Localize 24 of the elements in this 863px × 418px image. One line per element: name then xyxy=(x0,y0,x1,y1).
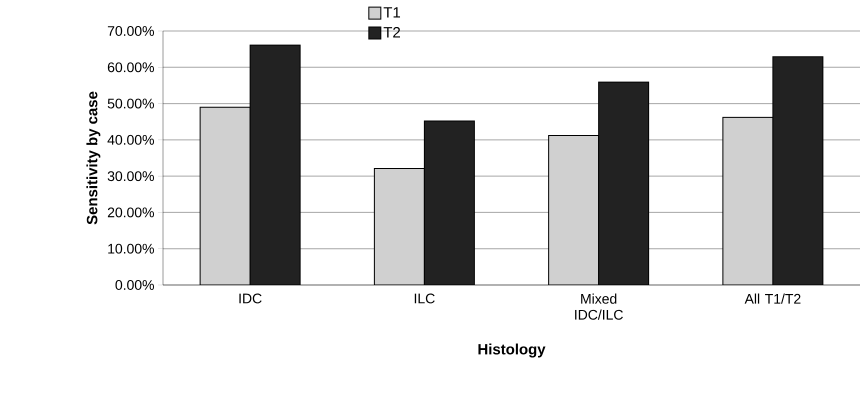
bar xyxy=(598,82,650,285)
bar xyxy=(424,120,475,285)
legend-label: T2 xyxy=(384,27,400,38)
bar xyxy=(548,135,600,285)
x-tick-label: All T1/T2 xyxy=(744,294,800,304)
bar xyxy=(374,168,425,285)
x-tick-label: Mixed IDC/ILC xyxy=(575,294,623,320)
x-axis-title: Histology xyxy=(478,344,546,358)
legend-label: T1 xyxy=(384,7,400,18)
x-tick-label: ILC xyxy=(414,294,435,304)
y-tick-label: 40.00% xyxy=(107,134,154,145)
y-tick-label: 20.00% xyxy=(108,207,154,218)
bar xyxy=(200,106,251,285)
y-tick-label: 30.00% xyxy=(108,171,154,182)
y-axis-title: Sensitivity by case xyxy=(86,92,100,224)
y-tick-label: 70.00% xyxy=(108,26,154,36)
y-tick-label: 0.00% xyxy=(115,280,154,290)
bar xyxy=(722,116,774,285)
bar xyxy=(250,44,301,285)
y-tick-label: 50.00% xyxy=(108,98,154,109)
y-tick-label: 10.00% xyxy=(108,244,154,254)
y-tick-label: 60.00% xyxy=(108,62,154,72)
bar xyxy=(772,56,824,285)
x-tick-label: IDC xyxy=(239,294,262,304)
